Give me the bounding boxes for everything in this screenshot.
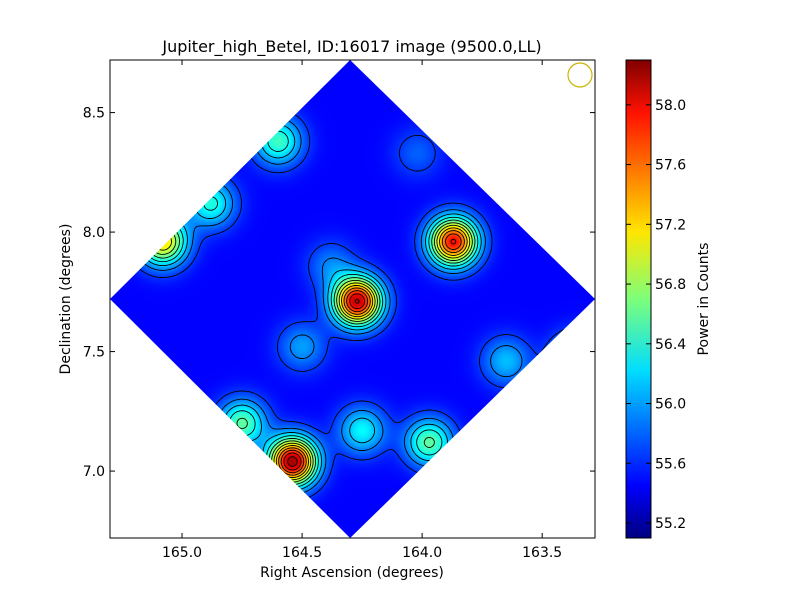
- y-axis-label: Declination (degrees): [58, 224, 74, 375]
- x-tick-label: 164.5: [282, 545, 322, 561]
- colorbar-tick-label: 56.0: [655, 397, 686, 413]
- x-tick-label: 165.0: [162, 545, 202, 561]
- y-axis-ticks: 7.0 7.5 8.0 8.5: [83, 106, 595, 480]
- x-tick-label: 164.0: [402, 545, 442, 561]
- colorbar-tick-label: 56.8: [655, 277, 686, 293]
- y-tick-label: 8.0: [83, 225, 105, 241]
- y-tick-label: 7.5: [83, 345, 105, 361]
- colorbar-label: Power in Counts: [696, 243, 712, 356]
- colorbar: 55.2 55.6 56.0 56.4 56.8 57.2 57.6 58.0 Power i…: [625, 59, 712, 539]
- beam-marker: [567, 62, 593, 88]
- colorbar-ticks: 55.2 55.6 56.0 56.4 56.8 57.2 57.6 58.0: [626, 98, 686, 532]
- colorbar-tick-label: 56.4: [655, 337, 686, 353]
- x-axis-ticks: 165.0 164.5 164.0 163.5: [162, 60, 562, 561]
- y-tick-label: 8.5: [83, 106, 105, 122]
- x-axis-label: Right Ascension (degrees): [260, 565, 444, 581]
- colorbar-tick-label: 55.6: [655, 456, 686, 472]
- x-tick-label: 163.5: [522, 545, 562, 561]
- chart-title: Jupiter_high_Betel, ID:16017 image (9500…: [161, 37, 541, 57]
- colorbar-tick-label: 57.6: [655, 158, 686, 174]
- plot-border: [109, 59, 596, 539]
- y-tick-label: 7.0: [83, 464, 105, 480]
- colorbar-gradient: [625, 59, 652, 539]
- plot-area: [109, 59, 596, 539]
- colorbar-tick-label: 55.2: [655, 516, 686, 532]
- colorbar-tick-label: 58.0: [655, 98, 686, 114]
- colorbar-tick-label: 57.2: [655, 217, 686, 233]
